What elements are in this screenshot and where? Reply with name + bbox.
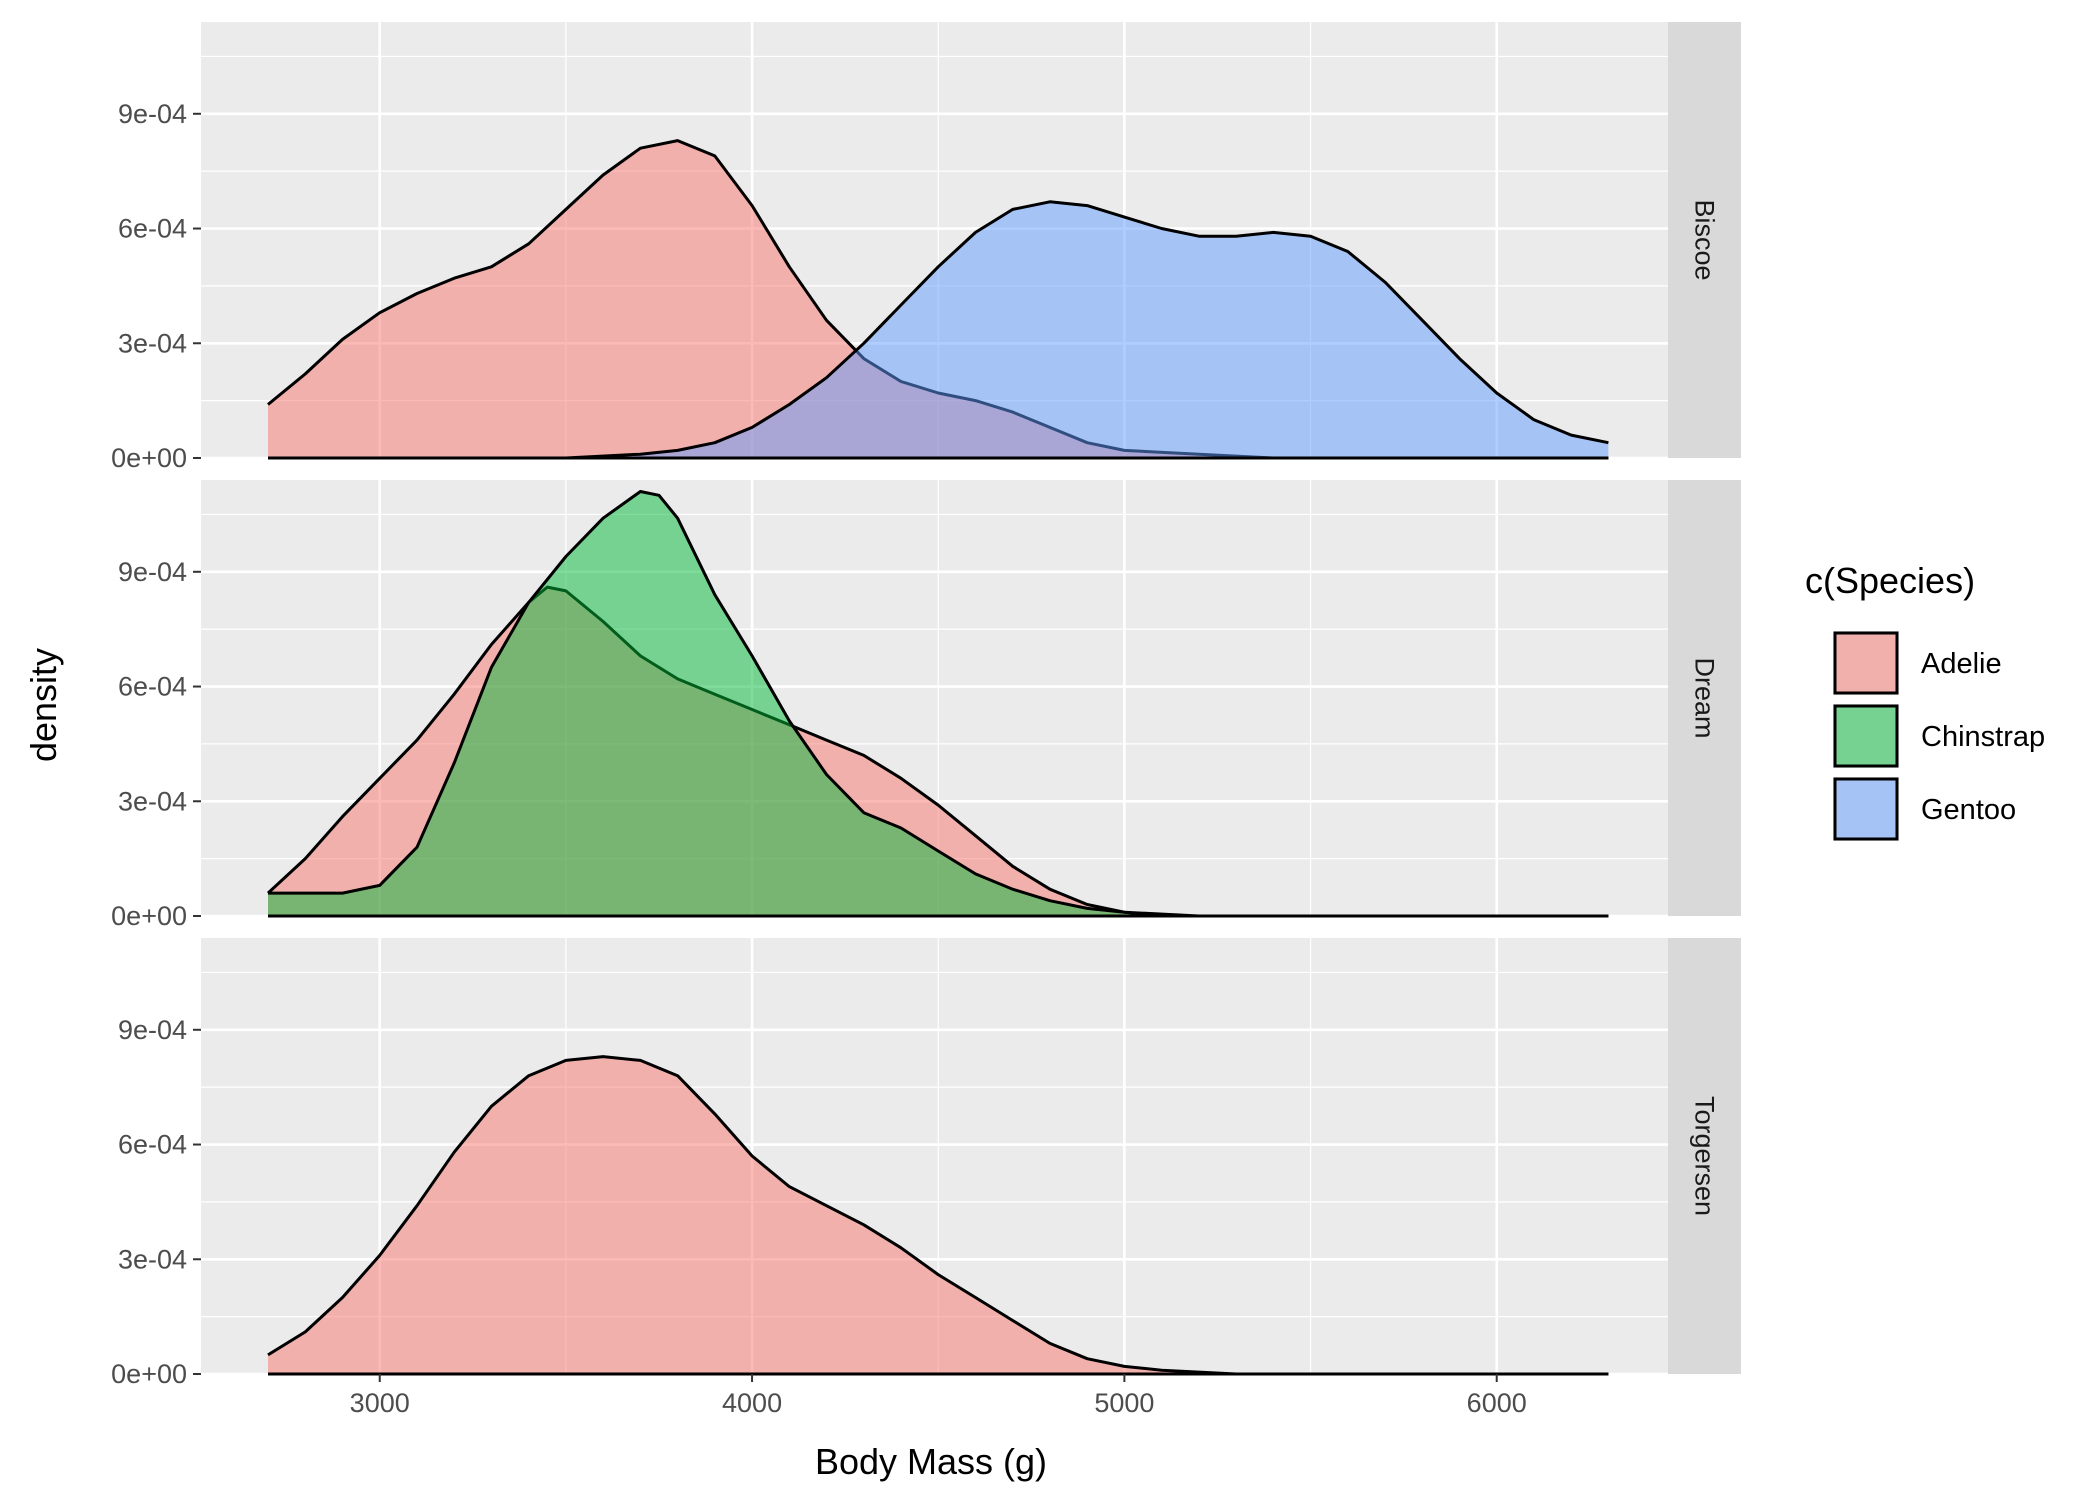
x-tick-label: 5000 bbox=[1094, 1388, 1154, 1418]
legend-key-swatch bbox=[1833, 777, 1899, 841]
facet-strip bbox=[1668, 22, 1741, 458]
facet-panel-torgersen: 0e+00 3e-04 6e-04 9e-04 Torgersen 3000 4000 500… bbox=[111, 938, 1741, 1418]
facet-strip-label: Torgersen bbox=[1690, 1096, 1720, 1216]
legend-title: c(Species) bbox=[1805, 560, 1975, 601]
density-area-chinstrap bbox=[268, 491, 1162, 916]
legend-label: Gentoo bbox=[1921, 794, 2016, 826]
facet-strip-label: Biscoe bbox=[1690, 199, 1720, 280]
legend-label: Adelie bbox=[1921, 648, 2002, 680]
density-line-chinstrap bbox=[268, 490, 1162, 918]
y-tick-label: 6e-04 bbox=[118, 214, 187, 244]
y-tick-label: 3e-04 bbox=[118, 1244, 187, 1274]
facet-panel-biscoe: 0e+00 3e-04 6e-04 9e-04 Biscoe bbox=[111, 22, 1741, 473]
density-line-gentoo bbox=[268, 200, 1609, 460]
legend-item-gentoo: Gentoo bbox=[1833, 777, 2016, 841]
y-tick-label: 6e-04 bbox=[118, 672, 187, 702]
x-axis-title: Body Mass (g) bbox=[815, 1441, 1047, 1482]
x-tick-label: 4000 bbox=[722, 1388, 782, 1418]
y-axis-title: density bbox=[23, 648, 64, 762]
y-tick-label: 3e-04 bbox=[118, 328, 187, 358]
facet-panels: 0e+00 3e-04 6e-04 9e-04 Biscoe 0e+00 3e-04 6e-0… bbox=[111, 22, 1741, 1418]
legend-key-swatch bbox=[1833, 704, 1899, 768]
x-tick-label: 6000 bbox=[1467, 1388, 1527, 1418]
y-tick-label: 9e-04 bbox=[118, 557, 187, 587]
y-tick-label: 6e-04 bbox=[118, 1130, 187, 1160]
y-tick-label: 0e+00 bbox=[111, 901, 187, 931]
legend-item-adelie: Adelie bbox=[1833, 631, 2002, 695]
legend-key-swatch bbox=[1833, 631, 1899, 695]
facet-strip bbox=[1668, 480, 1741, 916]
density-area-adelie bbox=[268, 140, 1609, 458]
y-tick-label: 0e+00 bbox=[111, 1359, 187, 1389]
facet-strip-label: Dream bbox=[1690, 657, 1720, 738]
y-tick-label: 9e-04 bbox=[118, 99, 187, 129]
facet-strip bbox=[1668, 938, 1741, 1374]
density-line-adelie bbox=[267, 1055, 1609, 1376]
legend: c(Species) Adelie Chinstrap Gentoo bbox=[1805, 560, 2045, 841]
y-tick-label: 9e-04 bbox=[118, 1015, 187, 1045]
y-tick-label: 0e+00 bbox=[111, 443, 187, 473]
legend-item-chinstrap: Chinstrap bbox=[1833, 704, 2045, 768]
legend-label: Chinstrap bbox=[1921, 721, 2045, 753]
y-tick-label: 3e-04 bbox=[118, 786, 187, 816]
density-area-adelie bbox=[268, 1056, 1609, 1374]
x-tick-label: 3000 bbox=[350, 1388, 410, 1418]
density-area-gentoo bbox=[268, 201, 1609, 459]
facet-panel-dream: 0e+00 3e-04 6e-04 9e-04 Dream bbox=[111, 480, 1741, 931]
